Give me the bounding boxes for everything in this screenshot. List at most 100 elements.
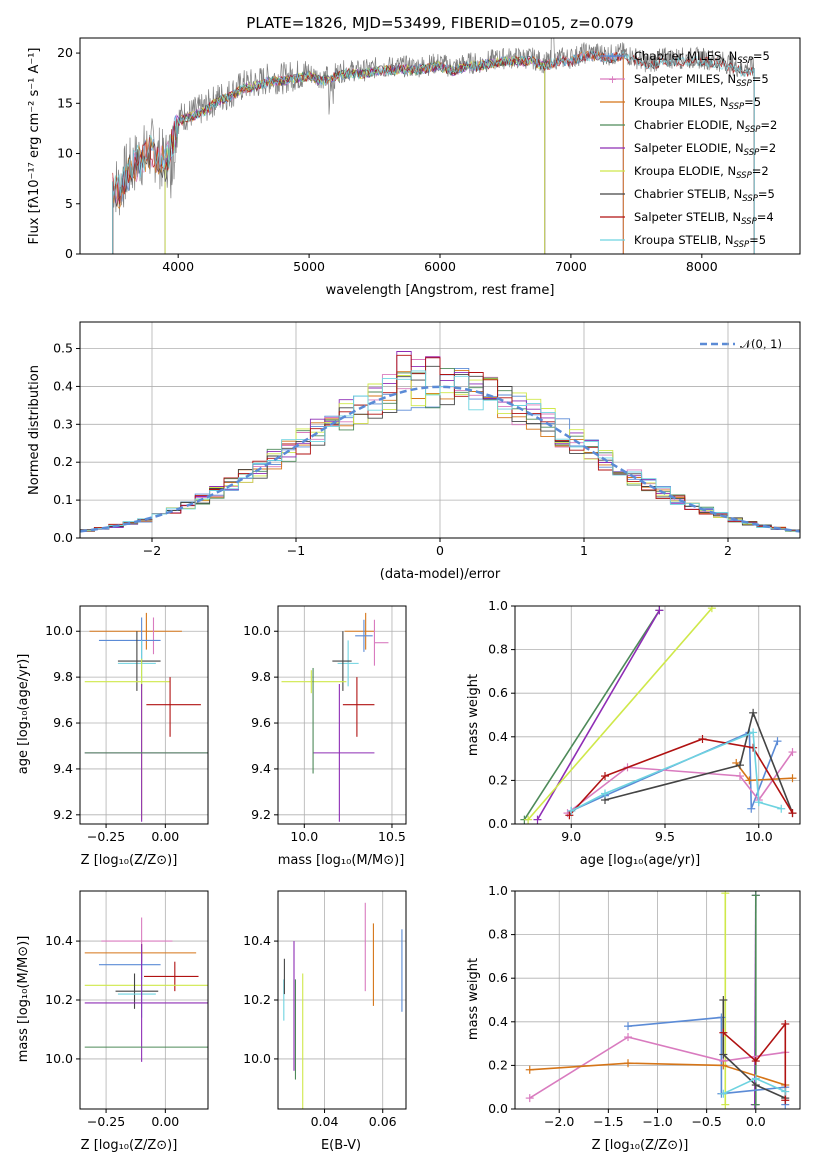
y-tick-label: 9.4 bbox=[251, 761, 271, 776]
x-tick-label: 10.0 bbox=[745, 829, 773, 844]
y-tick-label: 10.2 bbox=[45, 992, 73, 1007]
legend-marker: + bbox=[608, 50, 617, 63]
x-tick-label: −0.5 bbox=[691, 1114, 721, 1129]
y-tick-label: 9.2 bbox=[53, 807, 73, 822]
weight-age-ylabel: mass weight bbox=[466, 674, 481, 756]
y-tick-label: 9.2 bbox=[251, 807, 271, 822]
x-tick-label: 10.5 bbox=[378, 829, 406, 844]
weight-age-axes: 9.0 9.5 10.0 0.0 0.2 0.4 0.6 0.8 1.0 bbox=[488, 598, 801, 844]
y-tick-label: 10.0 bbox=[243, 623, 271, 638]
age-z-axes: −0.25 0.00 9.2 9.4 9.6 9.8 10.0 bbox=[45, 605, 209, 844]
age-z-ylabel: age [log₁₀(age/yr)] bbox=[16, 654, 31, 775]
legend-marker: + bbox=[608, 73, 617, 86]
residual-panel: (data-model)/error Normed distribution 𝒩… bbox=[27, 337, 782, 582]
legend-entry-kroupa-stelib: Kroupa STELIB, NSSP=5 bbox=[634, 233, 766, 250]
x-tick-label: −1 bbox=[287, 543, 305, 558]
x-tick-label: 9.5 bbox=[655, 829, 675, 844]
spectrum-xlabel: wavelength [Angstrom, rest frame] bbox=[326, 283, 555, 298]
x-tick-label: −2.0 bbox=[544, 1114, 574, 1129]
age-z-xlabel: Z [log₁₀(Z/Z⊙)] bbox=[81, 853, 178, 868]
y-tick-label: 0.2 bbox=[53, 454, 73, 469]
x-tick-label: 0.00 bbox=[151, 1114, 179, 1129]
normal-curve-line bbox=[80, 385, 800, 533]
spectrum-panel: PLATE=1826, MJD=53499, FIBERID=0105, z=0… bbox=[27, 14, 634, 298]
age-mass-xlabel: mass [log₁₀(M/M⊙)] bbox=[278, 853, 405, 868]
legend-entry-chabrier-elodie: Chabrier ELODIE, NSSP=2 bbox=[634, 118, 777, 135]
mass-z-axes: −0.25 0.00 10.0 10.2 10.4 bbox=[45, 890, 209, 1129]
spectrum-legend: + Chabrier MILES, NSSP=5 + Salpeter MILES, … bbox=[600, 49, 777, 250]
y-tick-label: 9.8 bbox=[53, 669, 73, 684]
y-tick-label: 10 bbox=[57, 146, 73, 161]
x-tick-label: −1.0 bbox=[642, 1114, 672, 1129]
residual-axes: −2 −1 0 1 2 0.0 0.1 0.2 0.3 0.4 0.5 bbox=[53, 321, 801, 558]
mass-ebv-axes: 0.04 0.06 10.0 10.2 10.4 bbox=[243, 890, 407, 1129]
y-tick-label: 0.8 bbox=[488, 642, 508, 657]
weight-age-axes-marks bbox=[520, 606, 797, 824]
y-tick-label: 0.1 bbox=[53, 492, 73, 507]
weight-line-chabrier-stelib bbox=[604, 710, 794, 814]
mass-ebv-xlabel: E(B-V) bbox=[321, 1138, 361, 1153]
y-tick-label: 0.4 bbox=[488, 1014, 508, 1029]
model-spectrum-salpeter-stelib bbox=[112, 51, 755, 205]
weight-age-xlabel: age [log₁₀(age/yr)] bbox=[580, 853, 701, 868]
y-tick-label: 0.2 bbox=[488, 772, 508, 787]
weight-line-salpeter-miles bbox=[529, 1036, 786, 1099]
residual-axes-marks bbox=[80, 351, 800, 534]
mass-z-axes-marks bbox=[84, 917, 208, 1062]
x-tick-label: 0 bbox=[436, 543, 444, 558]
age-mass-axes-marks bbox=[281, 612, 389, 822]
axes-frame bbox=[79, 890, 209, 1110]
x-tick-label: 2 bbox=[724, 543, 732, 558]
x-tick-label: 0.06 bbox=[369, 1114, 397, 1129]
y-tick-label: 10.0 bbox=[243, 1051, 271, 1066]
axes-frame bbox=[79, 37, 801, 255]
x-tick-label: −2 bbox=[143, 543, 161, 558]
weight-z-axes: −2.0 −1.5 −1.0 −0.5 0.0 0.0 0.2 0.4 0.6 0.8 1.0 bbox=[488, 883, 801, 1129]
y-tick-label: 9.4 bbox=[53, 761, 73, 776]
y-tick-label: 1.0 bbox=[488, 598, 508, 613]
model-spectrum-kroupa-stelib bbox=[112, 50, 755, 196]
mass-z-ylabel: mass [log₁₀(M/M⊙)] bbox=[16, 936, 31, 1063]
spectrum-axes: 4000 5000 6000 7000 8000 0 5 10 15 20 bbox=[57, 37, 801, 274]
y-tick-label: 9.6 bbox=[251, 715, 271, 730]
y-tick-label: 0.6 bbox=[488, 970, 508, 985]
legend-entry-chabrier-stelib: Chabrier STELIB, NSSP=5 bbox=[634, 187, 775, 204]
age-mass-axes: 10.0 10.5 9.2 9.4 9.6 9.8 10.0 bbox=[243, 605, 407, 844]
y-tick-label: 0.5 bbox=[53, 341, 73, 356]
weight-line-kroupa-elodie bbox=[527, 607, 713, 821]
axes-frame bbox=[514, 890, 801, 1110]
legend-entry-kroupa-miles: Kroupa MILES, NSSP=5 bbox=[634, 95, 761, 112]
y-tick-label: 10.4 bbox=[243, 933, 271, 948]
x-tick-label: −0.25 bbox=[87, 829, 125, 844]
y-tick-label: 0.6 bbox=[488, 685, 508, 700]
x-tick-label: 6000 bbox=[424, 259, 456, 274]
legend-entry-chabrier-miles: Chabrier MILES, NSSP=5 bbox=[634, 49, 770, 66]
x-tick-label: 9.0 bbox=[561, 829, 581, 844]
y-tick-label: 20 bbox=[57, 45, 73, 60]
y-tick-label: 0.0 bbox=[488, 1101, 508, 1116]
legend-entry-kroupa-elodie: Kroupa ELODIE, NSSP=2 bbox=[634, 164, 769, 181]
x-tick-label: −1.5 bbox=[593, 1114, 623, 1129]
weight-z-ylabel: mass weight bbox=[466, 958, 481, 1040]
spectrum-title: PLATE=1826, MJD=53499, FIBERID=0105, z=0… bbox=[246, 14, 633, 32]
y-tick-label: 10.2 bbox=[243, 992, 271, 1007]
y-tick-label: 0.2 bbox=[488, 1057, 508, 1072]
y-tick-label: 5 bbox=[65, 196, 73, 211]
x-tick-label: 5000 bbox=[293, 259, 325, 274]
legend-entry-salpeter-stelib: Salpeter STELIB, NSSP=4 bbox=[634, 210, 774, 227]
x-tick-label: 0.04 bbox=[311, 1114, 339, 1129]
axes-frame bbox=[79, 605, 209, 825]
x-tick-label: 1 bbox=[580, 543, 588, 558]
y-tick-label: 9.8 bbox=[251, 669, 271, 684]
x-tick-label: −0.25 bbox=[87, 1114, 125, 1129]
y-tick-label: 1.0 bbox=[488, 883, 508, 898]
x-tick-label: 7000 bbox=[555, 259, 587, 274]
y-tick-label: 0.4 bbox=[53, 378, 73, 393]
axes-frame bbox=[277, 890, 407, 1110]
age-z-axes-marks bbox=[84, 612, 208, 822]
y-tick-label: 0.0 bbox=[53, 530, 73, 545]
y-tick-label: 0.8 bbox=[488, 927, 508, 942]
weight-line-kroupa-miles bbox=[529, 1062, 786, 1086]
y-tick-label: 15 bbox=[57, 95, 73, 110]
